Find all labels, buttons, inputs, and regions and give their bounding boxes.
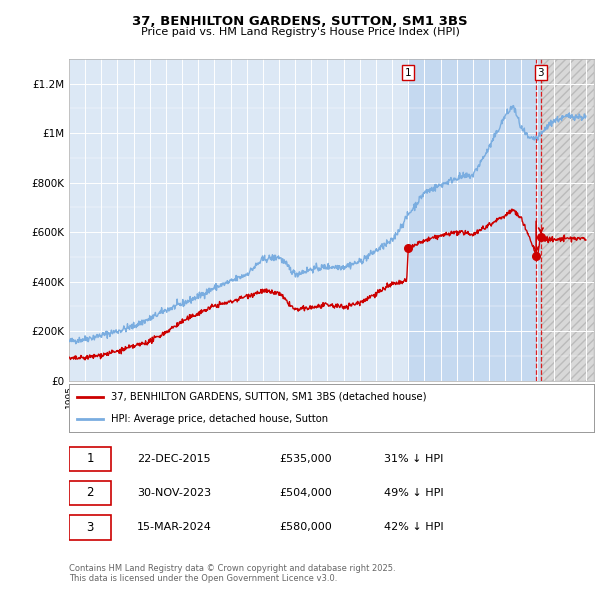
FancyBboxPatch shape	[69, 447, 111, 471]
Text: 37, BENHILTON GARDENS, SUTTON, SM1 3BS (detached house): 37, BENHILTON GARDENS, SUTTON, SM1 3BS (…	[111, 392, 427, 402]
Text: Contains HM Land Registry data © Crown copyright and database right 2025.
This d: Contains HM Land Registry data © Crown c…	[69, 563, 395, 583]
Text: 37, BENHILTON GARDENS, SUTTON, SM1 3BS: 37, BENHILTON GARDENS, SUTTON, SM1 3BS	[132, 15, 468, 28]
Text: 1: 1	[404, 68, 411, 78]
Text: 1: 1	[86, 452, 94, 465]
Text: 30-NOV-2023: 30-NOV-2023	[137, 488, 211, 498]
Text: 3: 3	[86, 520, 94, 533]
Text: HPI: Average price, detached house, Sutton: HPI: Average price, detached house, Sutt…	[111, 414, 328, 424]
Text: £535,000: £535,000	[279, 454, 332, 464]
Text: 31% ↓ HPI: 31% ↓ HPI	[384, 454, 443, 464]
Text: £504,000: £504,000	[279, 488, 332, 498]
Bar	[408, 59, 541, 381]
Text: 2: 2	[86, 486, 94, 499]
Bar	[541, 59, 594, 381]
Text: £580,000: £580,000	[279, 522, 332, 532]
Text: 3: 3	[538, 68, 544, 78]
Text: 22-DEC-2015: 22-DEC-2015	[137, 454, 211, 464]
FancyBboxPatch shape	[69, 481, 111, 506]
Text: 42% ↓ HPI: 42% ↓ HPI	[384, 522, 443, 532]
FancyBboxPatch shape	[69, 515, 111, 540]
Text: Price paid vs. HM Land Registry's House Price Index (HPI): Price paid vs. HM Land Registry's House …	[140, 27, 460, 37]
Text: 15-MAR-2024: 15-MAR-2024	[137, 522, 212, 532]
Text: 49% ↓ HPI: 49% ↓ HPI	[384, 488, 443, 498]
